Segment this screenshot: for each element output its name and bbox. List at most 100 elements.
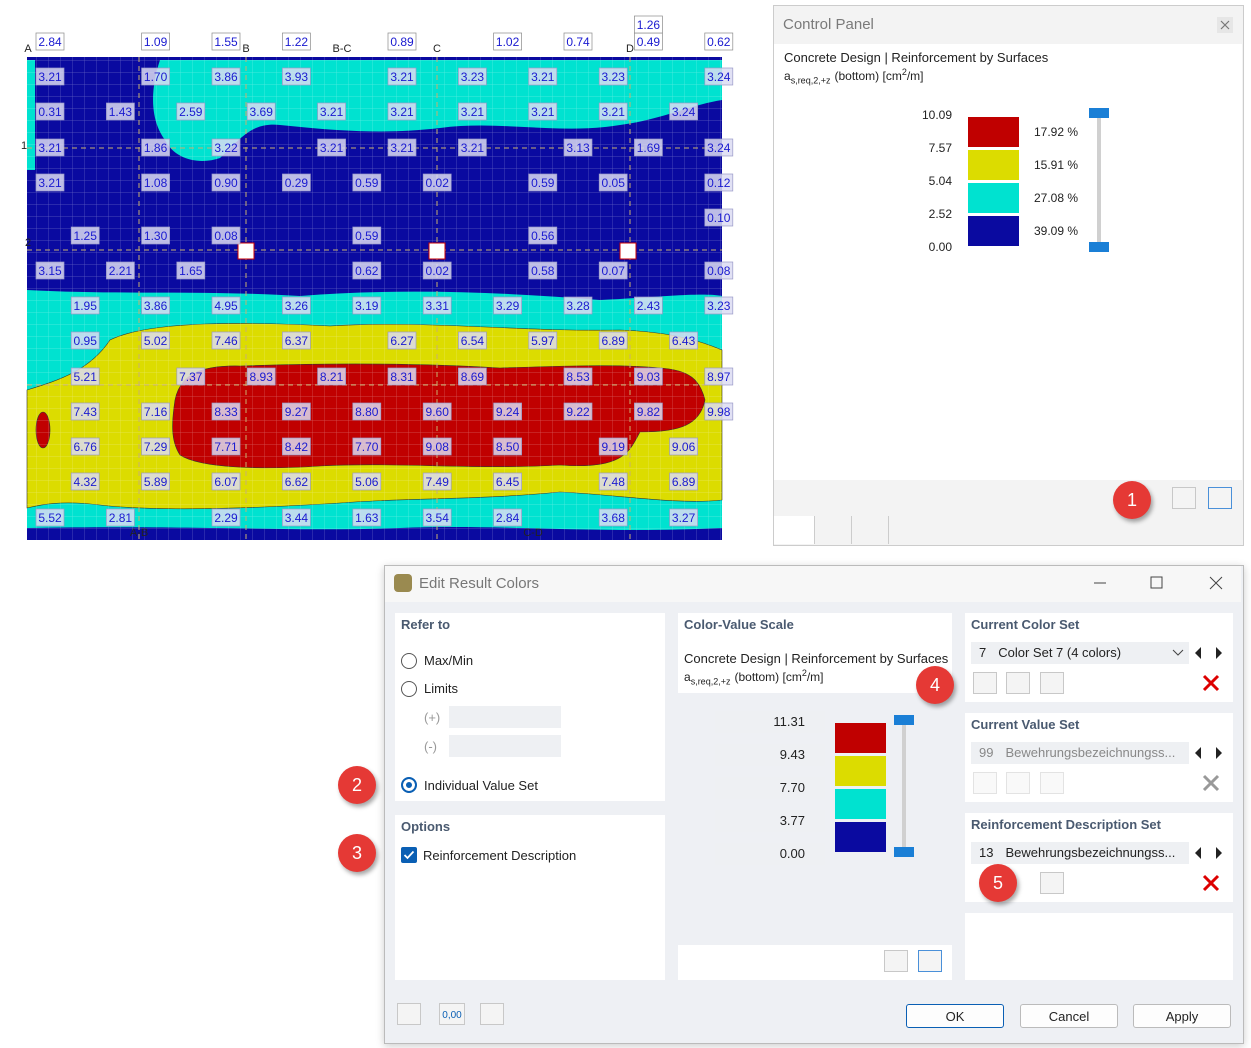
new-button[interactable] [973, 672, 997, 694]
value-label-box [598, 508, 628, 527]
value-spinner[interactable]: 9.43 [715, 744, 825, 766]
slider-handle[interactable] [894, 847, 914, 857]
window-buttons[interactable] [1090, 574, 1230, 592]
value-label: 8.69 [461, 370, 485, 384]
value-label: 0.08 [214, 229, 238, 243]
edge-label-box [282, 32, 311, 51]
value-label: 1.43 [109, 105, 133, 119]
value-label-box [352, 472, 382, 491]
apply-button[interactable]: Apply [1133, 1004, 1231, 1028]
dropdown[interactable]: 99 Bewehrungsbezeichnungss... [971, 742, 1189, 764]
value-label-box [634, 138, 663, 157]
value-label-box [282, 296, 311, 315]
scale-button[interactable] [1208, 487, 1232, 509]
value-label: 7.70 [355, 440, 379, 454]
value-label-box [176, 102, 206, 121]
edge-label: 1.26 [637, 18, 661, 32]
value-label-box [70, 296, 100, 315]
value-label-box [282, 402, 311, 421]
limit-input[interactable] [449, 735, 561, 757]
value-label: 6.45 [496, 475, 520, 489]
value-spinner[interactable]: 3.77 [715, 810, 825, 832]
value-label: 3.21 [390, 70, 414, 84]
set-name: Bewehrungsbezeichnungss... [1005, 745, 1176, 760]
value-label: 3.24 [672, 105, 696, 119]
value-label: 1.08 [144, 176, 168, 190]
copy-button[interactable] [1006, 672, 1030, 694]
dropdown-arrows [1172, 649, 1184, 656]
legend-value: 0.00 [928, 240, 952, 254]
value-label: 2.21 [109, 264, 133, 278]
edit-colors-button[interactable] [1172, 487, 1196, 509]
callout-marker: 4 [916, 666, 954, 704]
subscript: s,req,2,+z [690, 676, 731, 687]
value-label-box [598, 331, 628, 350]
limit-input[interactable] [449, 706, 561, 728]
value-label-box [598, 437, 628, 456]
dropdown[interactable]: 13 Bewehrungsbezeichnungss... [971, 842, 1189, 864]
value-label-box [141, 331, 170, 350]
radio[interactable] [401, 681, 417, 697]
value-label-box [387, 102, 417, 121]
edit-button[interactable] [1040, 672, 1064, 694]
close-button[interactable] [1217, 17, 1233, 33]
radio-selected[interactable] [401, 777, 417, 793]
value-label-box [211, 226, 241, 245]
edge-label-box [563, 32, 593, 51]
value-label-box [141, 296, 170, 315]
tab[interactable] [852, 516, 889, 544]
color-swatch[interactable] [835, 789, 886, 819]
tab[interactable] [815, 516, 852, 544]
value-label-box [211, 437, 241, 456]
dropdown[interactable]: 7 Color Set 7 (4 colors) [971, 642, 1189, 664]
value-label: 9.24 [496, 405, 520, 419]
value-spinner[interactable]: 7.70 [715, 777, 825, 799]
value-label: 6.27 [390, 334, 414, 348]
settings-button[interactable] [480, 1003, 504, 1025]
scale-icon[interactable] [918, 950, 942, 972]
tab[interactable] [774, 516, 815, 544]
legend-value: 10.09 [921, 108, 952, 122]
color-swatch[interactable] [835, 756, 886, 786]
scale-icon[interactable] [884, 950, 908, 972]
cancel-button[interactable]: Cancel [1020, 1004, 1118, 1028]
value-label-box [704, 296, 734, 315]
legend-value: 7.57 [928, 141, 952, 155]
value-label: 1.63 [355, 511, 379, 525]
value-label: 1.25 [74, 229, 98, 243]
slider-handle[interactable] [1089, 242, 1109, 252]
color-swatch[interactable] [835, 822, 886, 852]
value-label: 0.62 [355, 264, 379, 278]
value-spinner[interactable]: 0.00 [715, 843, 825, 865]
value-label-box [317, 138, 346, 157]
radio[interactable] [401, 653, 417, 669]
edit-button[interactable] [1040, 872, 1064, 894]
value-label-box [458, 331, 487, 350]
unit-power: 2 [801, 668, 807, 678]
legend-swatch [968, 183, 1019, 213]
set-controls[interactable] [1190, 642, 1230, 904]
slider-track [1097, 113, 1101, 247]
value-label: 3.22 [214, 141, 238, 155]
scale-heading: Concrete Design | Reinforcement by Surfa… [684, 651, 949, 666]
value-label-box [704, 402, 734, 421]
slider-handle[interactable] [894, 715, 914, 725]
dialog-icon [394, 574, 412, 592]
units-button[interactable]: 0,00 [439, 1003, 465, 1025]
value-label: 3.86 [214, 70, 238, 84]
value-label-box [70, 437, 100, 456]
value-label: 9.06 [672, 440, 696, 454]
panel-content [774, 44, 1242, 480]
checkbox-checked[interactable] [401, 847, 417, 863]
ok-button[interactable]: OK [906, 1004, 1004, 1028]
value-label-box [35, 102, 65, 121]
color-swatch[interactable] [835, 723, 886, 753]
help-button[interactable] [397, 1003, 421, 1025]
value-label-box [176, 261, 206, 280]
value-label-box [141, 472, 170, 491]
value-spinner[interactable]: 11.31 [715, 711, 825, 733]
slider-handle[interactable] [1089, 108, 1109, 118]
value-label: 2.59 [179, 105, 203, 119]
value-label: 8.93 [250, 370, 274, 384]
value-label: 3.21 [390, 105, 414, 119]
